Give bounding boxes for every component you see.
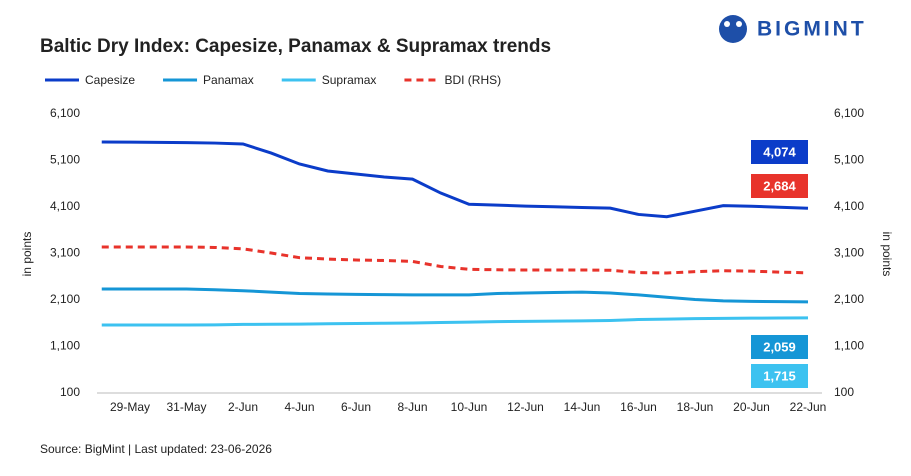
- legend-label: Panamax: [203, 73, 254, 87]
- logo-text: BIGMINT: [757, 18, 867, 41]
- y2-axis-label: in points: [880, 232, 894, 277]
- y2-tick-label: 2,100: [834, 292, 864, 306]
- x-tick-label: 12-Jun: [507, 400, 544, 414]
- y2-tick-label: 1,100: [834, 339, 864, 353]
- x-tick-label: 18-Jun: [677, 400, 714, 414]
- x-tick-label: 29-May: [110, 400, 150, 414]
- value-label: 2,059: [763, 339, 796, 354]
- legend-label: Supramax: [322, 73, 377, 87]
- x-tick-label: 2-Jun: [228, 400, 258, 414]
- source-note: Source: BigMint | Last updated: 23-06-20…: [40, 442, 272, 456]
- series-line: [101, 287, 809, 304]
- y-tick-label: 4,100: [50, 199, 80, 213]
- x-tick-label: 4-Jun: [284, 400, 314, 414]
- y2-tick-label: 5,100: [834, 153, 864, 167]
- y-tick-label: 3,100: [50, 246, 80, 260]
- value-label-box: [751, 174, 808, 198]
- y-axis-label: in points: [20, 232, 34, 277]
- x-tick-label: 16-Jun: [620, 400, 657, 414]
- value-label: 2,684: [763, 178, 796, 193]
- y2-tick-label: 4,100: [834, 199, 864, 213]
- x-tick-label: 6-Jun: [341, 400, 371, 414]
- logo: BIGMINT: [719, 15, 867, 43]
- logo-icon: [736, 21, 742, 27]
- y2-tick-label: 3,100: [834, 246, 864, 260]
- x-tick-label: 22-Jun: [790, 400, 827, 414]
- series-line: [101, 140, 809, 219]
- legend-label: Capesize: [85, 73, 135, 87]
- chart-title: Baltic Dry Index: Capesize, Panamax & Su…: [40, 36, 551, 57]
- value-label: 4,074: [763, 144, 796, 159]
- series-line: [101, 245, 809, 275]
- value-label-box: [751, 140, 808, 164]
- x-tick-label: 8-Jun: [397, 400, 427, 414]
- y-tick-label: 6,100: [50, 106, 80, 120]
- y2-tick-label: 100: [834, 385, 854, 399]
- value-label-box: [751, 364, 808, 388]
- y-tick-label: 1,100: [50, 339, 80, 353]
- y-tick-label: 5,100: [50, 153, 80, 167]
- x-tick-label: 14-Jun: [564, 400, 601, 414]
- value-label: 1,715: [763, 368, 796, 383]
- y-tick-label: 100: [60, 385, 80, 399]
- x-tick-label: 20-Jun: [733, 400, 770, 414]
- x-tick-label: 31-May: [166, 400, 206, 414]
- logo-icon: [724, 21, 730, 27]
- series-line: [101, 316, 809, 327]
- y2-tick-label: 6,100: [834, 106, 864, 120]
- x-tick-label: 10-Jun: [451, 400, 488, 414]
- value-label-box: [751, 335, 808, 359]
- logo-icon: [719, 15, 747, 43]
- legend-label: BDI (RHS): [444, 73, 501, 87]
- y-tick-label: 2,100: [50, 292, 80, 306]
